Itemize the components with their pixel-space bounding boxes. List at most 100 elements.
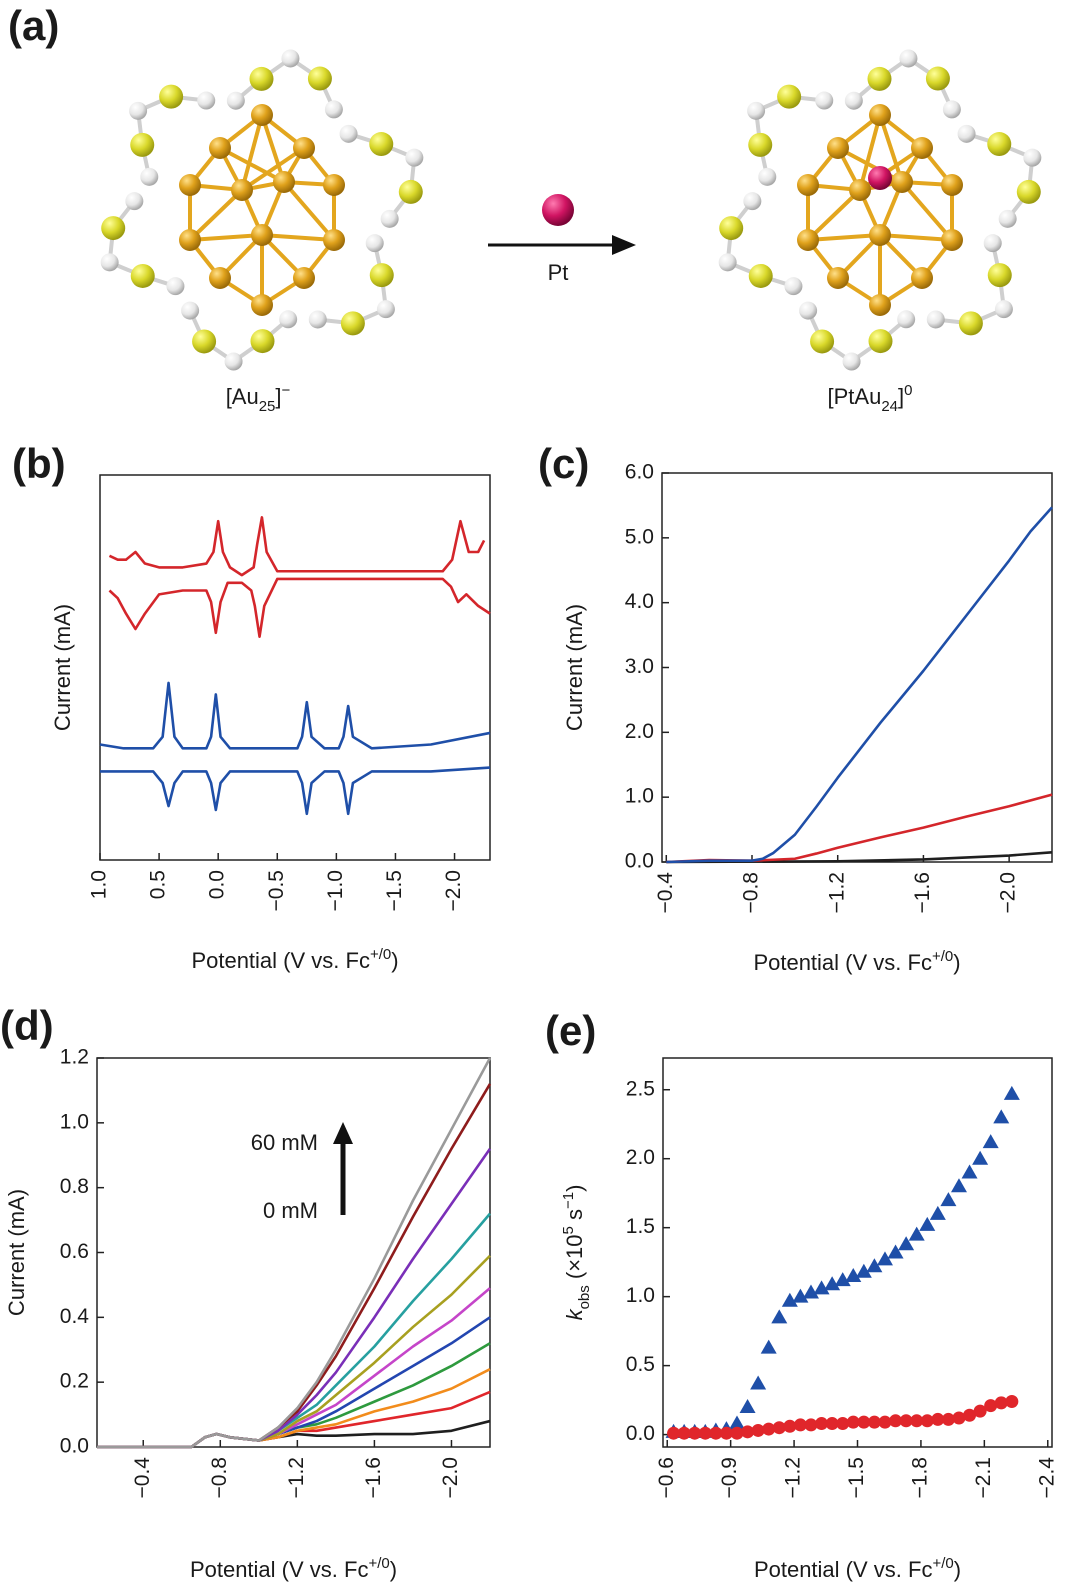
data-point	[984, 1399, 998, 1413]
x-axis-label: Potential (V vs. Fc+/0)	[191, 946, 398, 973]
text-part: )	[562, 1185, 587, 1192]
y-tick-label: 0.2	[60, 1370, 89, 1393]
atom	[209, 137, 231, 159]
bond	[878, 114, 904, 183]
x-tick-label: −0.4	[654, 872, 677, 914]
y-tick-label: 0.5	[626, 1353, 655, 1376]
data-point	[866, 1258, 883, 1273]
atom	[942, 100, 961, 119]
data-point	[836, 1417, 850, 1431]
atom	[293, 267, 315, 289]
atom	[398, 179, 423, 204]
x-tick-label: 0.5	[147, 870, 170, 899]
data-point	[667, 1426, 681, 1440]
data-point	[855, 1263, 872, 1278]
x-tick-label: −0.9	[718, 1457, 741, 1498]
x-tick-label: 0.0	[206, 870, 229, 899]
text-part: k	[562, 1308, 587, 1320]
data-point	[677, 1426, 691, 1440]
data-line	[666, 506, 1053, 864]
au25-structure	[100, 49, 424, 371]
y-tick-label: 2.0	[625, 720, 654, 743]
x-axis-label: Potential (V vs. Fc+/0)	[190, 1555, 397, 1582]
data-point	[878, 1415, 892, 1429]
data-point	[919, 1216, 936, 1231]
panel-label: (c)	[538, 440, 589, 487]
atom	[1023, 148, 1042, 167]
x-tick-label: −1.2	[285, 1457, 308, 1498]
data-point	[730, 1426, 744, 1440]
text-part: [Au	[226, 384, 259, 409]
ptau24-structure	[718, 49, 1042, 371]
data-point	[963, 1408, 977, 1422]
atom	[827, 137, 849, 159]
text-part: Potential (V vs. Fc	[753, 950, 932, 975]
data-line	[108, 577, 491, 639]
atom	[748, 132, 773, 157]
atom	[376, 300, 395, 319]
atom	[251, 104, 273, 126]
atom	[308, 310, 327, 329]
atom	[869, 104, 891, 126]
atom	[998, 209, 1017, 228]
data-point	[815, 1417, 829, 1431]
data-point	[887, 1244, 904, 1259]
data-line	[666, 793, 1053, 864]
data-point	[771, 1309, 788, 1324]
atom	[197, 91, 216, 110]
text-part: Potential (V vs. Fc	[754, 1557, 933, 1582]
data-point	[762, 1422, 776, 1436]
data-line	[97, 1057, 492, 1449]
data-point	[709, 1426, 723, 1440]
y-axis-label: Current (mA)	[4, 1189, 29, 1316]
panel-label: (b)	[12, 440, 66, 487]
y-axis-label: Current (mA)	[50, 604, 75, 731]
atom	[941, 229, 963, 251]
y-tick-label: 4.0	[625, 590, 654, 613]
text-part: ]	[898, 384, 904, 409]
data-point	[783, 1419, 797, 1433]
atom	[897, 310, 916, 329]
atom	[869, 294, 891, 316]
atom	[868, 329, 893, 354]
x-tick-label: −1.2	[782, 1457, 805, 1498]
data-point	[772, 1421, 786, 1435]
data-point	[804, 1418, 818, 1432]
data-point	[824, 1276, 841, 1291]
data-point	[719, 1426, 733, 1440]
atom	[747, 101, 766, 120]
x-tick-label: −1.5	[383, 870, 406, 911]
data-point	[793, 1418, 807, 1432]
data-point	[972, 1150, 989, 1165]
reagent-label: Pt	[548, 260, 569, 285]
x-tick-label: −0.5	[265, 870, 288, 911]
atom	[179, 174, 201, 196]
text-part: (×10	[562, 1234, 587, 1285]
data-point	[751, 1423, 765, 1437]
atom	[987, 263, 1012, 288]
atom	[249, 66, 274, 91]
data-point	[973, 1404, 987, 1418]
data-point	[931, 1412, 945, 1426]
atom	[987, 132, 1012, 157]
bond	[806, 188, 862, 242]
text-part: −	[282, 382, 291, 399]
text-part: [PtAu	[828, 384, 882, 409]
atom	[251, 224, 273, 246]
x-tick-label: −0.8	[740, 872, 763, 913]
data-point	[802, 1284, 819, 1299]
y-tick-label: 1.2	[60, 1046, 89, 1069]
atom	[307, 66, 332, 91]
data-point	[982, 1134, 999, 1149]
atom	[925, 66, 950, 91]
annotation-arrow-head	[333, 1122, 353, 1144]
atom	[743, 192, 762, 211]
data-point	[792, 1288, 809, 1303]
atom	[231, 179, 253, 201]
atom	[810, 329, 835, 354]
atom	[279, 310, 298, 329]
x-tick-label: −0.4	[131, 1457, 154, 1499]
atom	[844, 91, 863, 110]
atom	[209, 267, 231, 289]
x-tick-label: −1.5	[845, 1457, 868, 1498]
